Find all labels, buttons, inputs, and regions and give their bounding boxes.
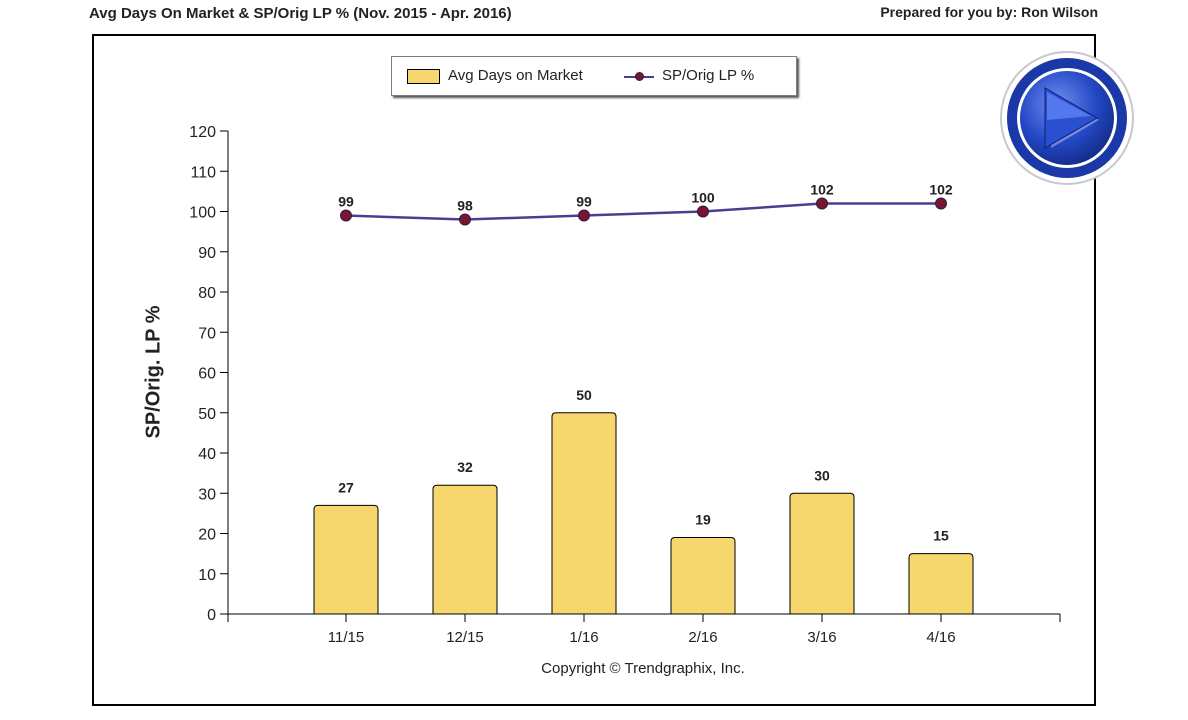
bar-value-label: 15 <box>933 528 949 544</box>
line-value-label: 99 <box>338 194 354 210</box>
legend: Avg Days on Market SP/Orig LP % <box>391 56 797 96</box>
y-tick-label: 10 <box>198 567 216 584</box>
x-tick-label: 4/16 <box>926 629 955 646</box>
bar <box>432 484 498 615</box>
line-point <box>697 205 709 218</box>
play-icon <box>1000 51 1134 185</box>
bar <box>908 553 974 615</box>
y-axis-title: SP/Orig. LP % <box>142 305 165 439</box>
legend-marker <box>635 72 644 81</box>
y-tick-label: 50 <box>198 406 216 423</box>
bar-value-label: 32 <box>457 459 473 475</box>
bar-value-label: 50 <box>576 387 592 403</box>
line-point <box>459 213 471 226</box>
line-point <box>340 209 352 222</box>
y-axis: 0 10 20 30 40 50 60 70 80 90 100 110 120 <box>189 124 229 624</box>
line-value-label: 100 <box>691 190 715 206</box>
y-tick-label: 30 <box>198 486 216 503</box>
legend-swatch-bars <box>407 69 440 84</box>
bar-series <box>313 412 974 615</box>
play-button[interactable] <box>997 50 1139 192</box>
bar-value-label: 30 <box>814 467 830 483</box>
bar <box>670 537 736 615</box>
series-line <box>345 202 941 221</box>
bar <box>789 492 855 615</box>
bar-value-label: 27 <box>338 479 354 495</box>
y-tick-label: 60 <box>198 366 216 383</box>
x-tick-label: 3/16 <box>807 629 836 646</box>
x-tick-label: 1/16 <box>569 629 598 646</box>
legend-label-bars: Avg Days on Market <box>448 67 583 84</box>
line-point <box>935 197 947 210</box>
bar-value-label: 19 <box>695 512 711 528</box>
prepared-by: Prepared for you by: Ron Wilson <box>880 4 1098 20</box>
line-value-label: 102 <box>929 181 953 197</box>
x-tick-label: 2/16 <box>688 629 717 646</box>
copyright: Copyright © Trendgraphix, Inc. <box>541 660 745 677</box>
line-value-label: 98 <box>457 198 473 214</box>
bar <box>551 412 617 615</box>
y-tick-label: 70 <box>198 325 216 342</box>
line-value-label: 102 <box>810 181 834 197</box>
y-tick-label: 110 <box>190 164 216 181</box>
y-tick-label: 100 <box>189 205 216 222</box>
x-tick-label: 11/15 <box>328 629 364 646</box>
line-point <box>578 209 590 222</box>
x-tick-label: 12/15 <box>446 629 484 646</box>
y-tick-label: 0 <box>207 607 216 624</box>
line-point <box>816 197 828 210</box>
y-tick-label: 80 <box>198 285 216 302</box>
y-tick-label: 90 <box>198 245 216 262</box>
y-tick-label: 120 <box>189 124 216 141</box>
legend-label-line: SP/Orig LP % <box>662 67 755 84</box>
line-series <box>340 197 947 226</box>
x-axis: 11/15 12/15 1/16 2/16 3/16 4/16 <box>228 613 1061 646</box>
y-tick-label: 40 <box>198 446 216 463</box>
line-value-label: 99 <box>576 194 592 210</box>
bar <box>313 504 379 615</box>
page-title: Avg Days On Market & SP/Orig LP % (Nov. … <box>89 5 512 22</box>
y-tick-label: 20 <box>198 527 216 544</box>
data-labels: 27 32 50 19 30 15 99 98 99 100 102 102 <box>338 181 953 543</box>
